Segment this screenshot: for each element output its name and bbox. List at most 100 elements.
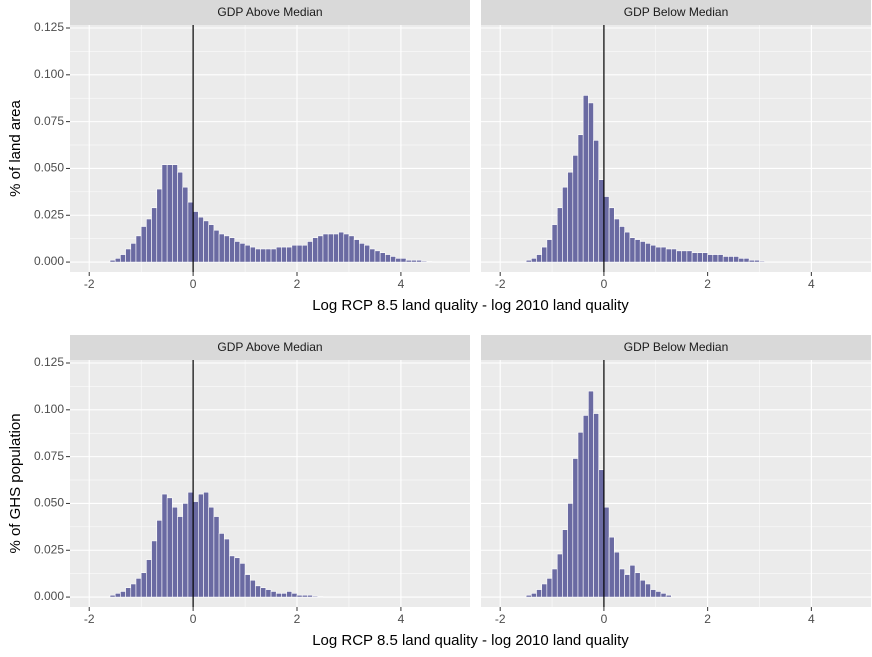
x-tick-label: 2: [294, 277, 301, 291]
bar: [203, 491, 210, 598]
y-tick-label: 0.075: [34, 114, 64, 128]
bar: [156, 519, 163, 598]
bar: [213, 516, 220, 598]
bar: [707, 254, 714, 263]
bar: [738, 258, 745, 263]
bar: [327, 233, 334, 263]
bar: [546, 578, 553, 598]
bar: [645, 583, 651, 598]
bar: [572, 155, 579, 263]
bar: [390, 256, 397, 263]
x-tick-label: -2: [84, 612, 95, 626]
bar: [572, 458, 579, 598]
bar: [556, 553, 563, 598]
bar: [198, 216, 204, 263]
bar: [541, 246, 548, 263]
bar: [400, 258, 407, 263]
strip-title: GDP Below Median: [624, 340, 729, 354]
bar: [531, 593, 537, 598]
bar: [322, 233, 329, 263]
bar: [364, 244, 371, 263]
bar: [182, 503, 189, 598]
bar: [270, 591, 277, 598]
bar: [239, 563, 246, 598]
bar: [608, 536, 615, 598]
bar: [255, 248, 261, 263]
bar: [421, 260, 428, 263]
bar: [582, 95, 589, 263]
bar: [655, 591, 662, 598]
bar: [634, 572, 641, 598]
bar: [177, 516, 184, 598]
bar: [395, 258, 402, 263]
bar: [244, 244, 251, 263]
panel-background: [70, 25, 470, 272]
bar: [218, 233, 225, 263]
bar: [317, 235, 324, 263]
bar: [733, 256, 740, 263]
bar: [598, 469, 605, 598]
y-tick-label: 0.075: [34, 449, 64, 463]
bar: [660, 246, 667, 263]
bar: [588, 102, 594, 263]
bar: [634, 239, 641, 263]
x-axis-title: Log RCP 8.5 land quality - log 2010 land…: [312, 297, 629, 314]
bar: [146, 218, 152, 263]
bar: [348, 235, 355, 263]
bar: [588, 390, 594, 598]
bar: [567, 503, 574, 598]
bar: [748, 259, 755, 263]
bar: [312, 237, 319, 263]
bar: [624, 574, 631, 598]
bar: [166, 164, 173, 263]
x-tick-label: -2: [495, 612, 506, 626]
bar: [562, 186, 568, 263]
bar: [281, 593, 287, 598]
bar: [624, 231, 631, 263]
y-axis-title: % of GHS population: [7, 413, 24, 553]
y-tick-label: 0.025: [34, 542, 64, 556]
bar: [198, 493, 204, 598]
bar: [598, 179, 605, 263]
bar: [567, 171, 574, 263]
bar: [109, 259, 116, 263]
bar: [645, 243, 651, 263]
bar: [603, 196, 610, 263]
bar: [187, 491, 194, 598]
bar: [577, 431, 584, 598]
x-tick-label: 4: [808, 277, 815, 291]
bar: [619, 568, 625, 598]
x-tick-label: 2: [704, 612, 711, 626]
bar: [249, 579, 256, 598]
bar: [655, 246, 662, 263]
bar: [665, 594, 672, 598]
bar: [244, 574, 251, 598]
x-tick-label: 0: [190, 612, 197, 626]
bar: [650, 244, 657, 263]
bar: [151, 207, 158, 263]
bar: [125, 587, 132, 598]
y-tick-label: 0.050: [34, 161, 64, 175]
bar: [281, 246, 287, 263]
bar: [619, 226, 625, 263]
bar: [353, 239, 360, 263]
bar: [743, 258, 750, 263]
bar: [151, 540, 158, 598]
bar: [671, 248, 677, 263]
y-tick-label: 0.100: [34, 67, 64, 81]
bar: [120, 591, 126, 598]
bar: [546, 239, 553, 263]
x-tick-label: 4: [808, 612, 815, 626]
x-axis-title: Log RCP 8.5 land quality - log 2010 land…: [312, 632, 629, 649]
bar: [286, 591, 293, 598]
bar: [172, 164, 178, 263]
bar: [556, 207, 563, 263]
bar: [120, 254, 126, 263]
bar: [374, 250, 381, 263]
panel-background: [481, 360, 871, 607]
bar: [114, 258, 121, 263]
bar: [192, 501, 199, 598]
bar: [385, 254, 391, 263]
bar: [759, 260, 765, 263]
